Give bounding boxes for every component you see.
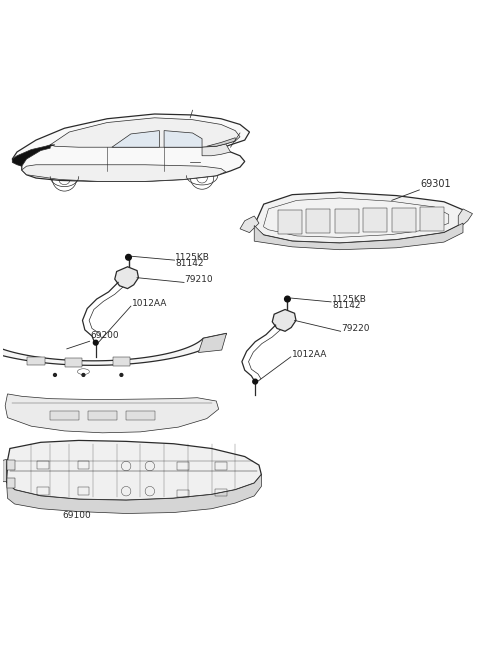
- Text: 69200: 69200: [91, 331, 119, 340]
- Polygon shape: [7, 440, 261, 500]
- Polygon shape: [198, 333, 227, 352]
- Text: 1125KB: 1125KB: [332, 295, 367, 304]
- Polygon shape: [65, 358, 83, 367]
- Polygon shape: [22, 165, 226, 181]
- Polygon shape: [7, 460, 261, 514]
- Polygon shape: [392, 208, 416, 232]
- Polygon shape: [0, 333, 227, 365]
- Polygon shape: [202, 144, 230, 156]
- Polygon shape: [12, 145, 55, 166]
- Polygon shape: [50, 118, 240, 147]
- Polygon shape: [126, 411, 155, 420]
- Circle shape: [285, 296, 290, 302]
- Polygon shape: [112, 130, 159, 147]
- Polygon shape: [363, 208, 387, 232]
- Polygon shape: [7, 478, 14, 488]
- Polygon shape: [164, 130, 202, 147]
- Polygon shape: [27, 357, 45, 365]
- Text: 79220: 79220: [342, 324, 370, 333]
- Text: 81142: 81142: [332, 301, 360, 310]
- Polygon shape: [254, 193, 463, 243]
- Circle shape: [253, 379, 258, 384]
- Polygon shape: [335, 209, 359, 233]
- Circle shape: [94, 341, 98, 345]
- Polygon shape: [278, 210, 301, 234]
- Polygon shape: [7, 460, 14, 470]
- Polygon shape: [88, 411, 117, 420]
- Text: 1012AA: 1012AA: [292, 350, 327, 359]
- Circle shape: [126, 254, 132, 260]
- Polygon shape: [420, 208, 444, 231]
- Text: 1012AA: 1012AA: [132, 299, 167, 308]
- Text: 69100: 69100: [62, 511, 91, 520]
- Polygon shape: [272, 309, 296, 331]
- Circle shape: [120, 373, 123, 377]
- Polygon shape: [306, 210, 330, 233]
- Polygon shape: [458, 209, 472, 229]
- Polygon shape: [12, 114, 250, 181]
- Polygon shape: [5, 394, 219, 433]
- Text: 79210: 79210: [184, 275, 213, 284]
- Polygon shape: [50, 411, 79, 420]
- Circle shape: [82, 373, 85, 377]
- Polygon shape: [113, 358, 130, 366]
- Text: 81142: 81142: [175, 259, 204, 268]
- Polygon shape: [115, 267, 138, 289]
- Circle shape: [54, 373, 56, 377]
- Polygon shape: [240, 216, 259, 233]
- Polygon shape: [3, 459, 7, 481]
- Text: 69301: 69301: [420, 179, 451, 189]
- Polygon shape: [207, 138, 235, 146]
- Text: 1125KB: 1125KB: [175, 253, 210, 262]
- Polygon shape: [254, 223, 463, 250]
